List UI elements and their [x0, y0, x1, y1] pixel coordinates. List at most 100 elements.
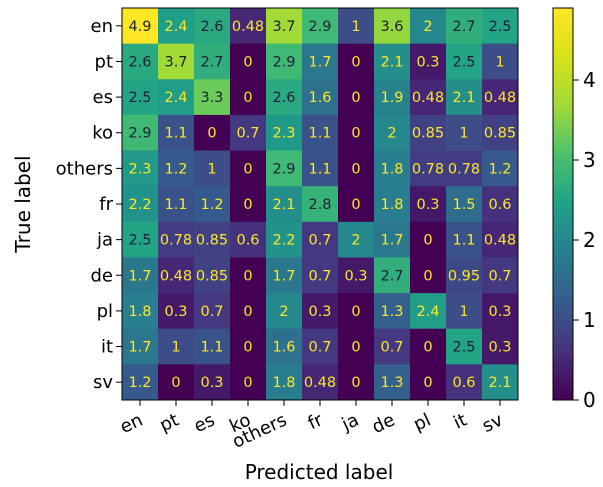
heatmap-cell — [302, 364, 339, 401]
heatmap-cell — [482, 364, 519, 401]
y-tick-label: fr — [99, 194, 113, 215]
heatmap-cell — [230, 186, 267, 223]
heatmap-cell — [194, 43, 231, 80]
heatmap-cell — [194, 186, 231, 223]
heatmap-cell — [122, 257, 159, 294]
cell-value-label: 1.1 — [308, 161, 331, 177]
heatmap-cell — [302, 150, 339, 187]
heatmap-cell — [338, 364, 375, 401]
cell-value-label: 0.6 — [452, 375, 475, 391]
heatmap-cell — [446, 186, 483, 223]
cell-value-label: 1.8 — [272, 375, 295, 391]
heatmap-cell — [266, 328, 303, 365]
cell-value-label: 0.6 — [488, 197, 511, 213]
heatmap-cell — [194, 257, 231, 294]
heatmap-cell — [338, 79, 375, 116]
heatmap-cell — [194, 328, 231, 365]
heatmap-cell — [374, 43, 411, 80]
y-axis-label: True label — [11, 155, 35, 253]
heatmap-cell — [338, 8, 375, 45]
heatmap-cell — [482, 150, 519, 187]
cell-value-label: 0 — [351, 197, 360, 213]
cell-value-label: 2.7 — [452, 19, 475, 35]
heatmap-cell — [410, 43, 447, 80]
cell-value-label: 0.48 — [160, 268, 192, 284]
heatmap-cell — [158, 43, 195, 80]
cell-value-label: 2 — [387, 126, 396, 142]
x-tick-label: pt — [156, 409, 182, 436]
heatmap-cell — [482, 257, 519, 294]
heatmap-cell — [374, 293, 411, 330]
colorbar-tick-label: 4 — [583, 68, 596, 92]
cell-value-label: 2.9 — [272, 54, 295, 70]
heatmap-cell — [374, 257, 411, 294]
cell-value-label: 2.3 — [128, 161, 151, 177]
heatmap-cell — [338, 186, 375, 223]
heatmap-cell — [158, 79, 195, 116]
heatmap-cell — [266, 364, 303, 401]
cell-value-label: 2.6 — [128, 54, 151, 70]
y-tick-label: others — [56, 158, 113, 179]
cell-value-label: 2 — [279, 304, 288, 320]
heatmap-cell — [122, 43, 159, 80]
cell-value-label: 2.5 — [452, 54, 475, 70]
heatmap-cell — [158, 114, 195, 151]
heatmap-cell — [158, 257, 195, 294]
cell-value-label: 2.2 — [128, 197, 151, 213]
cell-value-label: 0.7 — [236, 126, 259, 142]
cell-value-label: 1.8 — [380, 197, 403, 213]
heatmap-cell — [302, 114, 339, 151]
heatmap-cell — [410, 79, 447, 116]
cell-value-label: 2.1 — [488, 375, 511, 391]
heatmap-cell — [194, 293, 231, 330]
cell-value-label: 2.6 — [272, 90, 295, 106]
heatmap-cell — [446, 79, 483, 116]
cell-value-label: 0.85 — [484, 126, 516, 142]
cell-value-label: 1.1 — [452, 233, 475, 249]
cell-value-label: 0.7 — [308, 233, 331, 249]
heatmap-cell — [410, 293, 447, 330]
heatmap-cells: 4.9 2.4 2.6 0.48 3.7 2.9 1 3.6 2 2.7 2.5 2.6 3.7 2.7 0… — [122, 8, 519, 401]
heatmap-cell — [338, 43, 375, 80]
y-tick-label: it — [101, 337, 113, 358]
heatmap-cell — [122, 8, 159, 45]
heatmap-cell — [266, 150, 303, 187]
colorbar-tick-label: 2 — [583, 228, 596, 252]
cell-value-label: 2.1 — [272, 197, 295, 213]
heatmap-cell — [122, 293, 159, 330]
cell-value-label: 0.48 — [412, 90, 444, 106]
cell-value-label: 1.7 — [272, 268, 295, 284]
heatmap-cell — [158, 186, 195, 223]
cell-value-label: 0 — [243, 197, 252, 213]
heatmap-cell — [122, 364, 159, 401]
heatmap-cell — [122, 79, 159, 116]
heatmap-cell — [374, 186, 411, 223]
colorbar-tick-label: 1 — [583, 308, 596, 332]
heatmap-cell — [194, 8, 231, 45]
y-tick-label: pt — [95, 51, 113, 72]
cell-value-label: 4.9 — [128, 19, 151, 35]
heatmap-cell — [122, 328, 159, 365]
heatmap-cell — [374, 328, 411, 365]
cell-value-label: 0.3 — [488, 304, 511, 320]
heatmap-cell — [194, 221, 231, 258]
cell-value-label: 0.48 — [484, 90, 516, 106]
heatmap-cell — [410, 150, 447, 187]
heatmap-cell — [230, 114, 267, 151]
x-tick-label: sv — [479, 409, 506, 437]
cell-value-label: 0 — [351, 54, 360, 70]
heatmap-cell — [158, 221, 195, 258]
heatmap-cell — [266, 79, 303, 116]
heatmap-cell — [410, 221, 447, 258]
cell-value-label: 2.9 — [308, 19, 331, 35]
heatmap-cell — [482, 186, 519, 223]
cell-value-label: 0 — [423, 375, 432, 391]
cell-value-label: 1.8 — [128, 304, 151, 320]
heatmap-cell — [194, 79, 231, 116]
heatmap-cell — [230, 43, 267, 80]
x-tick-label: pl — [410, 409, 434, 435]
cell-value-label: 0 — [243, 375, 252, 391]
cell-value-label: 1.1 — [200, 340, 223, 356]
heatmap-cell — [302, 8, 339, 45]
cell-value-label: 0.78 — [448, 161, 480, 177]
